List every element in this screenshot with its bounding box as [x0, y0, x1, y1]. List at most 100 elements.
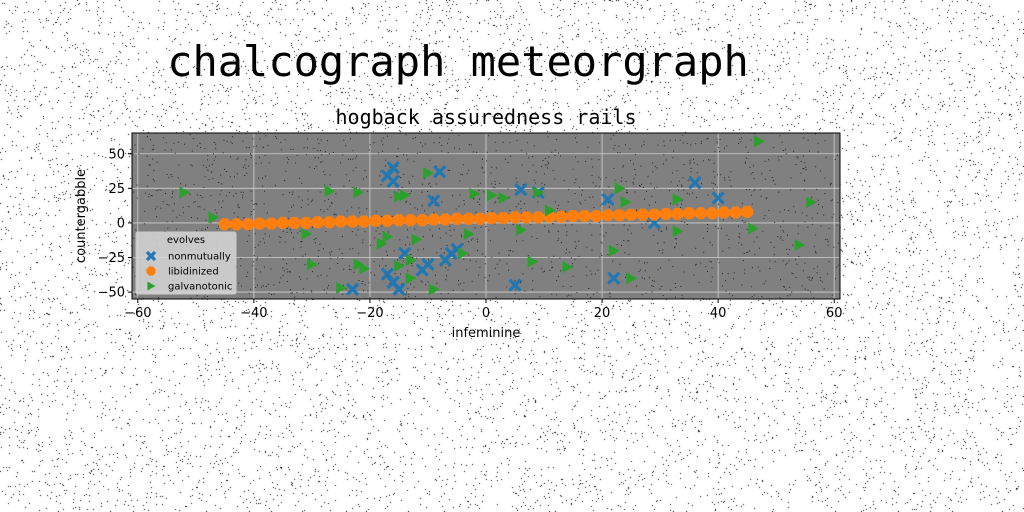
- data-point: [806, 196, 817, 209]
- data-point: [514, 183, 528, 197]
- data-point: [276, 216, 289, 229]
- data-point: [394, 259, 405, 272]
- y-axis-label: countergabble: [74, 169, 89, 263]
- data-point: [469, 187, 481, 200]
- data-point: [474, 212, 487, 225]
- data-point: [555, 210, 568, 223]
- data-point: [416, 214, 429, 227]
- y-tick-label: 0: [117, 216, 125, 231]
- data-point: [307, 258, 318, 271]
- data-point: [392, 282, 406, 296]
- data-point: [451, 212, 463, 225]
- x-axis-label: infeminine: [452, 326, 521, 341]
- data-point: [567, 210, 580, 222]
- x-tick-label: 40: [710, 306, 727, 321]
- legend-title: evolves: [167, 235, 205, 246]
- data-point: [288, 216, 301, 229]
- data-point: [607, 271, 621, 285]
- data-point: [336, 281, 347, 294]
- y-tick-label: −25: [98, 251, 125, 266]
- data-point: [353, 186, 365, 199]
- data-point: [411, 233, 423, 246]
- data-point: [590, 210, 603, 222]
- data-point: [404, 214, 417, 227]
- data-point: [706, 207, 719, 220]
- data-point: [509, 211, 521, 224]
- y-tick-label: 25: [108, 182, 125, 197]
- data-point: [394, 190, 405, 203]
- data-point: [532, 211, 545, 224]
- data-point: [427, 194, 441, 208]
- legend-marker: [145, 250, 157, 262]
- data-point: [497, 212, 510, 225]
- data-point: [265, 217, 278, 230]
- data-point: [601, 209, 614, 222]
- data-point: [230, 218, 243, 231]
- data-point: [601, 192, 615, 207]
- data-point: [405, 254, 417, 267]
- data-point: [613, 209, 626, 222]
- data-point: [334, 215, 347, 228]
- data-point: [648, 208, 661, 221]
- data-point: [423, 167, 434, 180]
- data-point: [386, 160, 400, 175]
- data-point: [545, 204, 556, 217]
- data-point: [432, 165, 447, 179]
- data-point: [345, 282, 360, 296]
- y-tick-label: −50: [98, 286, 125, 301]
- data-point: [439, 213, 452, 226]
- legend-label: galvanotonic: [168, 282, 232, 293]
- data-point: [717, 206, 730, 219]
- data-point: [380, 267, 394, 281]
- data-point: [324, 185, 336, 198]
- data-point: [671, 207, 684, 220]
- data-point: [457, 247, 469, 260]
- x-tick-label: 60: [826, 306, 843, 321]
- x-tick-label: 20: [594, 306, 611, 321]
- data-point: [242, 218, 255, 231]
- data-point: [683, 207, 696, 220]
- data-point: [748, 222, 759, 235]
- data-point: [508, 278, 522, 292]
- data-point: [608, 244, 620, 257]
- data-point: [311, 216, 324, 229]
- data-point: [376, 237, 388, 250]
- data-point: [179, 186, 191, 199]
- data-point: [353, 258, 365, 271]
- data-point: [694, 207, 707, 220]
- data-point: [741, 205, 754, 218]
- data-point: [428, 283, 440, 296]
- chart-suptitle: chalcograph meteorgraph: [167, 37, 749, 86]
- legend-box: [135, 231, 237, 295]
- data-point: [620, 196, 632, 209]
- data-point: [359, 262, 371, 275]
- data-point: [392, 214, 405, 227]
- data-point: [300, 216, 313, 229]
- data-point: [346, 215, 359, 228]
- data-point: [382, 230, 394, 243]
- legend-label: nonmutually: [168, 252, 231, 263]
- data-point: [729, 206, 742, 219]
- data-point: [415, 263, 429, 277]
- legend: evolves nonmutually libidinized galvanoton…: [135, 231, 237, 295]
- y-tick-label: 50: [108, 147, 125, 162]
- data-point: [386, 174, 400, 189]
- data-point: [672, 225, 684, 238]
- data-point: [399, 189, 411, 202]
- legend-marker: [147, 281, 156, 291]
- data-point: [688, 176, 702, 190]
- data-point: [636, 208, 649, 221]
- data-point: [323, 216, 336, 229]
- data-point: [487, 189, 498, 202]
- data-point: [369, 214, 382, 227]
- data-point: [498, 192, 510, 205]
- data-point: [462, 212, 475, 225]
- data-point: [562, 261, 574, 274]
- data-point: [405, 272, 417, 285]
- data-point: [520, 211, 533, 224]
- x-tick-label: −20: [356, 306, 383, 321]
- axis-ticks: −60 −40 −20 0 20 40 60 −50 −25 0 25 50: [98, 147, 843, 321]
- data-point: [672, 193, 684, 206]
- chart-title: hogback assuredness rails: [335, 105, 636, 129]
